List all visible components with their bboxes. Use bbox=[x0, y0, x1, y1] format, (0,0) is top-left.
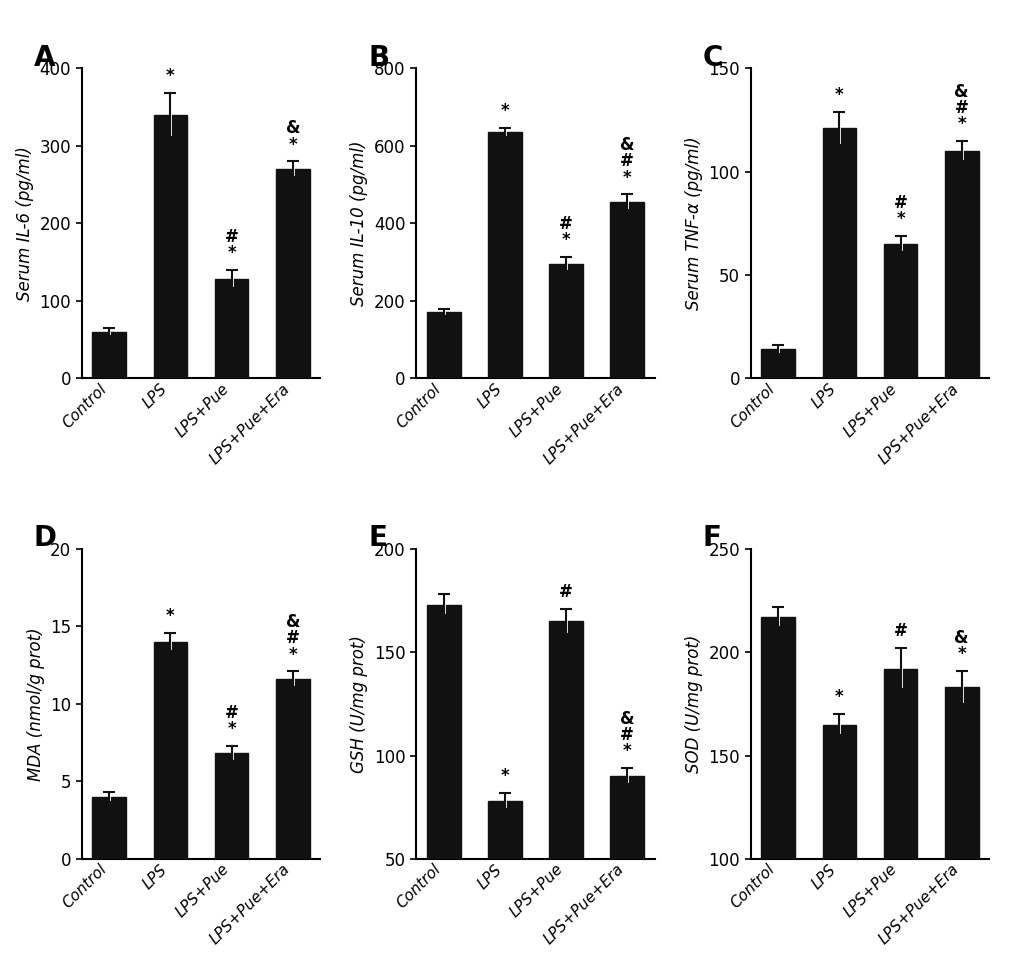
Text: #: # bbox=[620, 726, 634, 744]
Text: A: A bbox=[34, 44, 55, 71]
Text: #: # bbox=[893, 194, 907, 212]
Text: C: C bbox=[702, 44, 722, 71]
Text: *: * bbox=[561, 231, 570, 249]
Bar bbox=[154, 642, 187, 859]
Bar bbox=[882, 244, 916, 379]
Bar bbox=[609, 202, 643, 379]
Bar bbox=[760, 617, 794, 976]
Text: *: * bbox=[227, 720, 235, 738]
Text: *: * bbox=[500, 102, 508, 120]
Y-axis label: Serum TNF-α (pg/ml): Serum TNF-α (pg/ml) bbox=[684, 137, 702, 310]
Bar bbox=[882, 669, 916, 976]
Text: F: F bbox=[702, 524, 720, 552]
Text: *: * bbox=[288, 136, 297, 153]
Y-axis label: Serum IL-6 (pg/ml): Serum IL-6 (pg/ml) bbox=[16, 145, 34, 301]
Text: *: * bbox=[835, 86, 843, 104]
Text: &: & bbox=[620, 710, 634, 728]
Text: *: * bbox=[896, 210, 904, 228]
Text: E: E bbox=[368, 524, 387, 552]
Bar bbox=[488, 801, 522, 962]
Text: *: * bbox=[500, 767, 508, 785]
Text: *: * bbox=[166, 607, 174, 625]
Text: *: * bbox=[227, 244, 235, 263]
Text: *: * bbox=[957, 115, 965, 133]
Bar bbox=[215, 753, 249, 859]
Text: &: & bbox=[620, 137, 634, 154]
Text: *: * bbox=[288, 645, 297, 664]
Text: #: # bbox=[558, 583, 573, 601]
Text: #: # bbox=[558, 215, 573, 233]
Text: *: * bbox=[835, 688, 843, 707]
Text: B: B bbox=[368, 44, 389, 71]
Bar bbox=[154, 115, 187, 379]
Y-axis label: GSH (U/mg prot): GSH (U/mg prot) bbox=[351, 635, 368, 773]
Text: *: * bbox=[166, 67, 174, 85]
Bar bbox=[821, 128, 855, 379]
Bar bbox=[215, 279, 249, 379]
Y-axis label: MDA (nmol/g prot): MDA (nmol/g prot) bbox=[26, 627, 45, 781]
Bar bbox=[944, 687, 977, 976]
Text: *: * bbox=[623, 169, 631, 186]
Text: &: & bbox=[954, 83, 968, 101]
Bar bbox=[609, 776, 643, 962]
Bar bbox=[548, 264, 582, 379]
Bar bbox=[93, 796, 126, 859]
Bar bbox=[488, 133, 522, 379]
Text: #: # bbox=[893, 623, 907, 640]
Bar bbox=[760, 349, 794, 379]
Text: #: # bbox=[954, 99, 968, 117]
Bar bbox=[427, 605, 461, 962]
Y-axis label: SOD (U/mg prot): SOD (U/mg prot) bbox=[684, 634, 702, 773]
Bar bbox=[427, 312, 461, 379]
Text: &: & bbox=[285, 119, 300, 138]
Bar bbox=[821, 724, 855, 976]
Y-axis label: Serum IL-10 (pg/ml): Serum IL-10 (pg/ml) bbox=[351, 141, 368, 306]
Text: #: # bbox=[285, 630, 300, 647]
Text: D: D bbox=[34, 524, 57, 552]
Bar bbox=[276, 679, 310, 859]
Bar bbox=[944, 151, 977, 379]
Text: *: * bbox=[623, 742, 631, 760]
Bar bbox=[276, 169, 310, 379]
Text: #: # bbox=[620, 152, 634, 171]
Text: &: & bbox=[285, 613, 300, 631]
Bar bbox=[93, 332, 126, 379]
Text: #: # bbox=[224, 228, 238, 246]
Text: *: * bbox=[957, 645, 965, 663]
Bar bbox=[548, 621, 582, 962]
Text: #: # bbox=[224, 704, 238, 722]
Text: &: & bbox=[954, 629, 968, 647]
